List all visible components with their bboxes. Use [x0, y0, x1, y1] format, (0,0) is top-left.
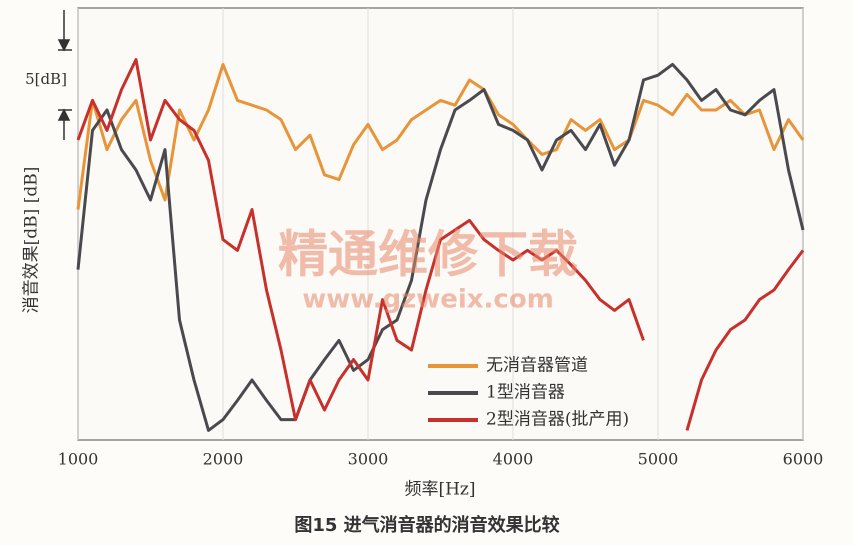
- plot: 1000 2000 3000 4000 5000 6000 无消音器管道 1型消音器 2型消音器…: [58, 8, 824, 469]
- scale-bracket: [57, 10, 72, 140]
- x-tick-label: 5000: [638, 450, 679, 469]
- series-line: [76, 58, 805, 431]
- x-tick-label: 3000: [348, 450, 389, 469]
- x-axis-label: 频率[Hz]: [404, 480, 475, 500]
- watermark: www.gzweix.com: [302, 285, 554, 315]
- x-tick-label: 4000: [493, 450, 534, 469]
- legend-label: 无消音器管道: [486, 356, 588, 376]
- x-tick-label: 6000: [783, 450, 824, 469]
- caption: 图15 进气消音器的消音效果比较: [294, 514, 559, 536]
- legend-label: 1型消音器: [486, 383, 565, 403]
- legend-label: 2型消音器(批产用): [486, 410, 629, 430]
- x-tick-label: 2000: [203, 450, 244, 469]
- series-line: [76, 62, 805, 210]
- x-tick-label: 1000: [58, 450, 99, 469]
- scale-annotation: 5[dB]: [25, 70, 67, 88]
- y-axis-label: 消音效果[dB] [dB]: [22, 167, 42, 314]
- watermark: 精通维修下载: [278, 226, 578, 284]
- series-line: [76, 62, 805, 432]
- plot-area: [77, 7, 804, 441]
